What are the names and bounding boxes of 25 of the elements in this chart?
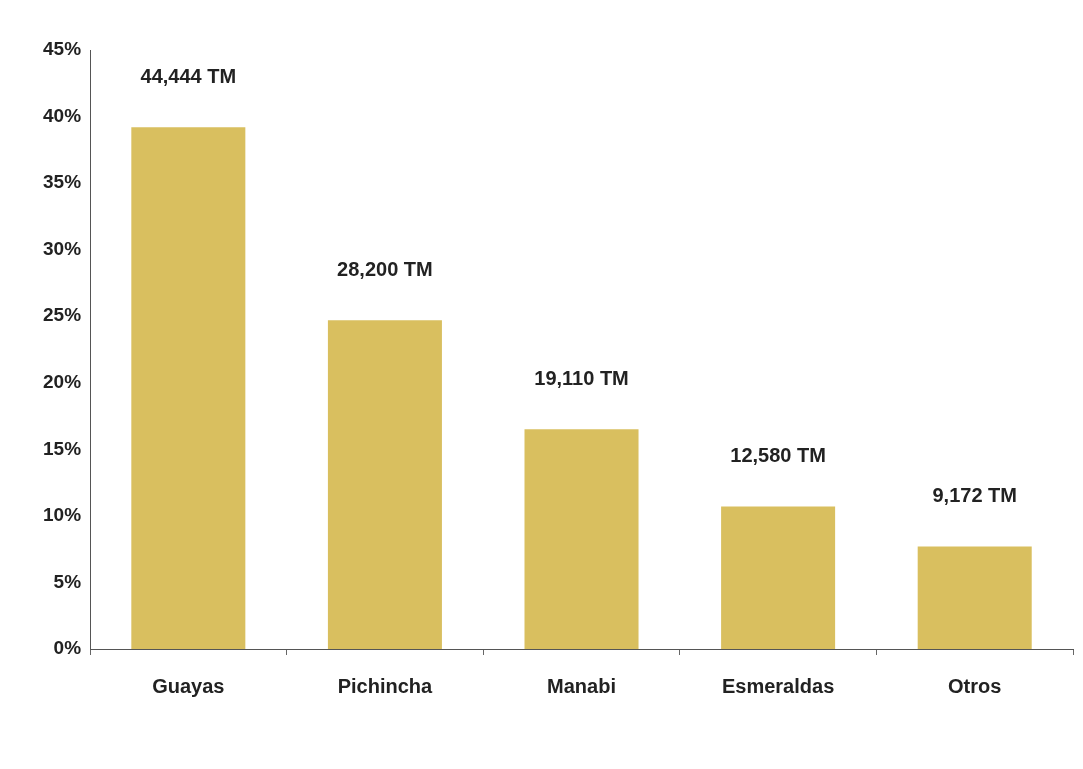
y-tick-label: 35% <box>43 171 82 193</box>
y-tick-label: 20% <box>43 371 82 393</box>
x-tick-label: Manabi <box>547 674 616 697</box>
bar <box>131 127 246 649</box>
bar <box>327 320 442 649</box>
x-tick-label: Otros <box>948 674 1002 697</box>
x-tick-label: Guayas <box>152 674 225 697</box>
annotation: 9,172 TM <box>932 484 1017 507</box>
annotation: 12,580 TM <box>730 444 826 467</box>
annotation: 44,444 TM <box>140 64 237 87</box>
annotation: 19,110 TM <box>534 366 629 389</box>
y-tick-label: 10% <box>43 504 82 526</box>
annotation: 28,200 TM <box>337 257 433 280</box>
x-tick-label: Pichincha <box>337 674 434 697</box>
y-tick-label: 45% <box>43 38 82 60</box>
y-tick-label: 30% <box>43 237 82 259</box>
bar <box>917 546 1032 649</box>
bar <box>721 506 836 649</box>
x-tick-label: Esmeraldas <box>721 674 835 697</box>
y-tick-label: 25% <box>43 304 82 326</box>
y-tick-label: 0% <box>53 637 82 659</box>
y-tick-label: 40% <box>43 104 82 126</box>
y-tick-label: 15% <box>43 437 82 459</box>
bar <box>524 429 639 649</box>
y-tick-label: 5% <box>53 570 82 592</box>
